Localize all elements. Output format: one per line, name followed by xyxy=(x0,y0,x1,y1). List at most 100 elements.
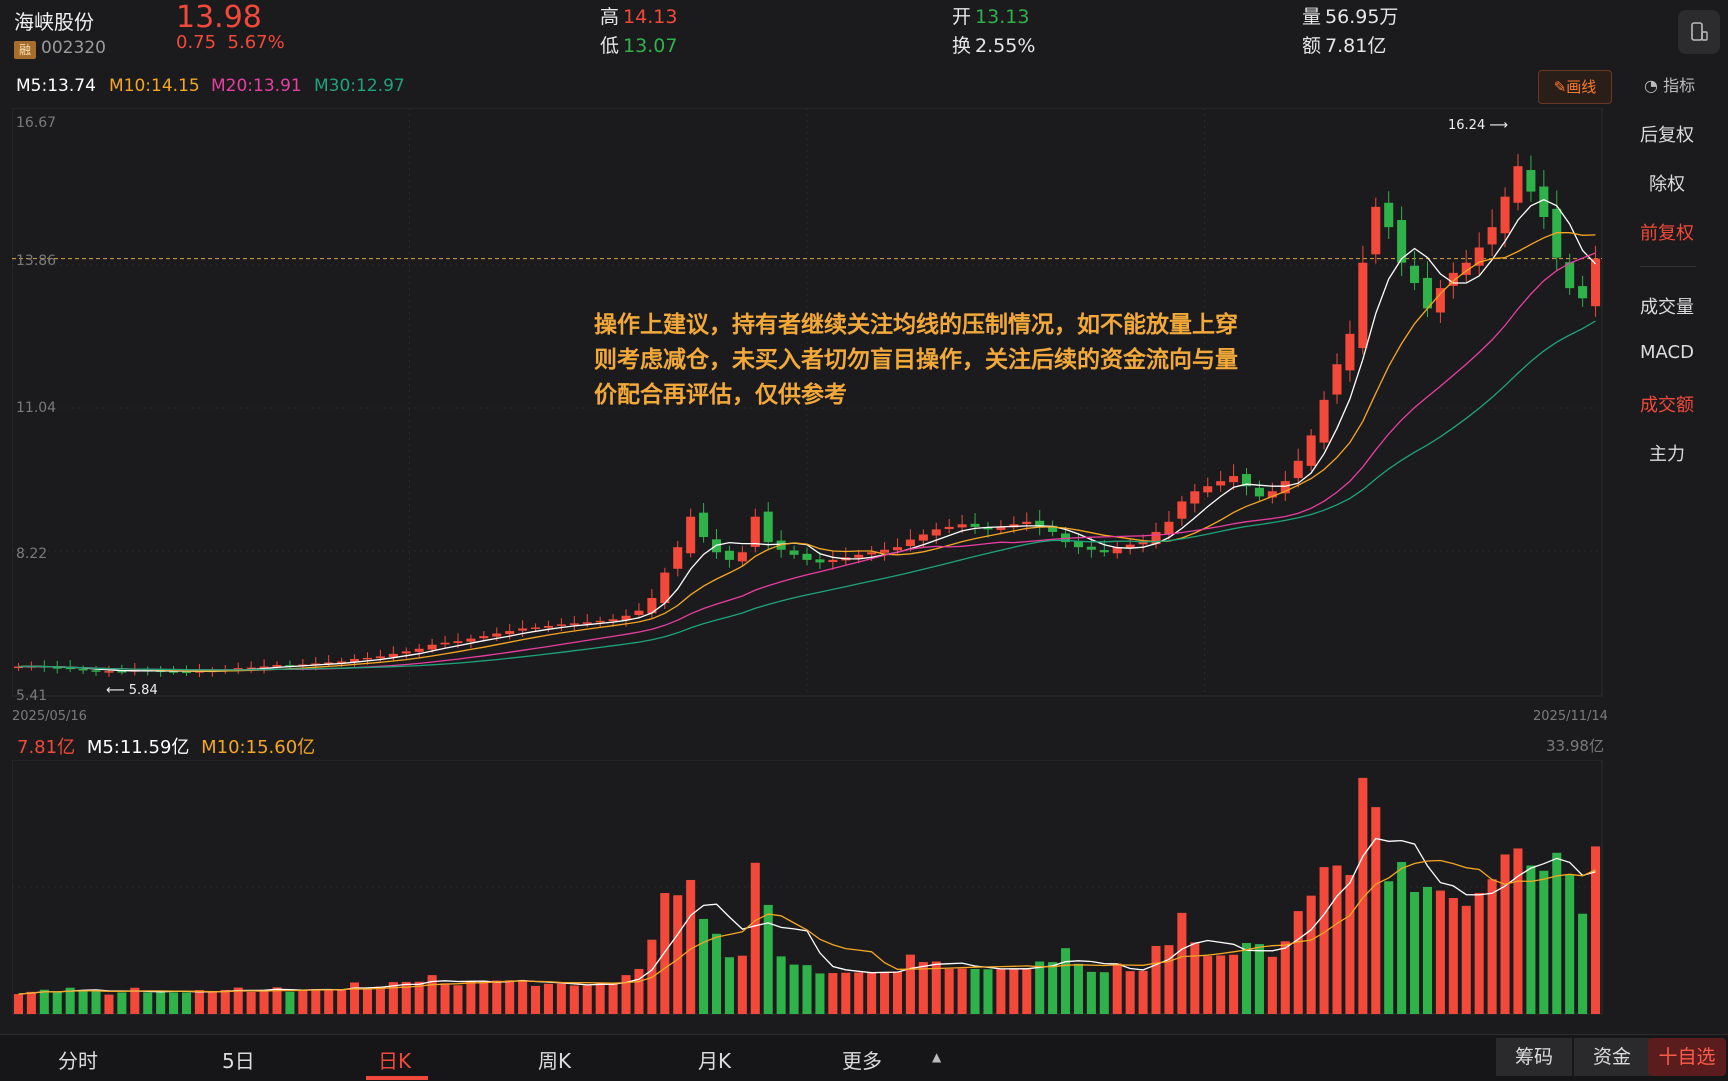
price-change: 0.75 5.67% xyxy=(176,32,285,53)
volume-bar xyxy=(1280,941,1290,1014)
volume-bar xyxy=(143,992,153,1014)
turnover-label: 换 xyxy=(952,35,972,57)
volume-bar xyxy=(26,991,36,1014)
candle-body xyxy=(1177,501,1187,519)
candle-body xyxy=(763,511,773,543)
add-watchlist-button[interactable]: 十自选 xyxy=(1648,1038,1726,1076)
volume-bar xyxy=(1177,912,1187,1014)
volume-bar xyxy=(479,980,489,1014)
volume-bar xyxy=(892,971,903,1014)
chips-button[interactable]: 筹码 xyxy=(1496,1038,1572,1076)
device-toggle-button[interactable] xyxy=(1678,10,1720,54)
candle-body xyxy=(1332,364,1342,395)
candle-body xyxy=(970,523,980,527)
volume-bar xyxy=(39,989,49,1014)
candle-body xyxy=(892,547,903,551)
candle-body xyxy=(1138,542,1148,545)
candle-body xyxy=(362,657,373,660)
tab-daily-k[interactable]: 日K xyxy=(378,1049,412,1073)
caret-up-icon[interactable]: ▲ xyxy=(932,1050,942,1064)
candle-body xyxy=(1151,531,1161,545)
candle-body xyxy=(699,512,709,538)
candle-body xyxy=(1022,521,1032,524)
menu-ex-rights[interactable]: 除权 xyxy=(1649,174,1685,195)
min-price-value: 5.84 xyxy=(128,683,158,698)
candle-body xyxy=(1578,286,1588,299)
menu-volume[interactable]: 成交量 xyxy=(1640,297,1694,318)
menu-post-adjusted[interactable]: 后复权 xyxy=(1640,125,1694,146)
volume-bar xyxy=(1448,898,1458,1014)
candle-body xyxy=(1229,476,1239,483)
volume-bar xyxy=(983,969,993,1014)
volume-bar xyxy=(1125,971,1135,1014)
volume-bar xyxy=(1035,961,1045,1014)
volume-bar xyxy=(156,992,166,1014)
volume-stat: 量 56.95万 xyxy=(1302,2,1398,29)
volume-ma10-line xyxy=(18,859,1596,995)
high-value: 14.13 xyxy=(623,6,678,28)
volume-bar xyxy=(1022,968,1032,1014)
candle-body xyxy=(1086,546,1096,550)
indicator-label: 指标 xyxy=(1663,76,1696,95)
tab-5day[interactable]: 5日 xyxy=(222,1049,255,1073)
volume-bar xyxy=(737,955,747,1014)
volume-bar xyxy=(867,972,877,1014)
candle-body xyxy=(401,651,411,654)
volume-bar xyxy=(1138,970,1148,1014)
chart-frame xyxy=(12,108,1603,697)
open-value: 13.13 xyxy=(975,6,1030,28)
ma5-legend: M5:13.74 xyxy=(16,76,96,96)
volume-bar xyxy=(1306,895,1316,1014)
amount-label: 额 xyxy=(1302,35,1322,57)
tab-intraday[interactable]: 分时 xyxy=(58,1049,98,1073)
high-stat: 高 14.13 xyxy=(600,2,677,29)
volume-bar xyxy=(880,971,890,1014)
candle-body xyxy=(582,622,592,624)
candlestick-chart[interactable] xyxy=(12,108,1612,708)
menu-macd[interactable]: MACD xyxy=(1640,342,1694,363)
volume-bar xyxy=(1319,867,1329,1014)
volume-bar xyxy=(763,904,773,1014)
max-price-value: 16.24 xyxy=(1448,118,1486,133)
candle-body xyxy=(350,658,360,662)
candle-body xyxy=(543,625,553,628)
bottom-tab-bar xyxy=(0,1034,1728,1081)
menu-pre-adjusted[interactable]: 前复权 xyxy=(1640,223,1694,244)
volume-bar xyxy=(324,989,334,1014)
candle-body xyxy=(1254,487,1264,497)
ma30-line xyxy=(18,320,1596,671)
volume-bar xyxy=(944,968,954,1014)
volume-bar xyxy=(1293,911,1303,1014)
y-tick-label: 13.86 xyxy=(16,253,57,269)
volume-bar xyxy=(1241,943,1252,1014)
candle-body xyxy=(324,662,334,665)
candle-body xyxy=(647,597,657,614)
volume-chart[interactable] xyxy=(12,760,1612,1026)
volume-bar xyxy=(1526,865,1536,1014)
candle-body xyxy=(569,623,579,625)
candle-body xyxy=(1073,541,1083,548)
volume-bar xyxy=(1164,945,1174,1014)
indicator-button[interactable]: ◔ 指标 xyxy=(1644,72,1695,96)
draw-line-button[interactable]: ✎画线 xyxy=(1538,70,1612,104)
x-end-date: 2025/11/14 xyxy=(1533,709,1608,724)
candle-body xyxy=(117,671,127,673)
volume-bar xyxy=(1371,807,1381,1014)
tab-more[interactable]: 更多 xyxy=(842,1045,882,1074)
funds-button[interactable]: 资金 xyxy=(1574,1038,1650,1076)
volume-bar xyxy=(1410,892,1420,1014)
volume-bar xyxy=(440,983,450,1014)
menu-main-force[interactable]: 主力 xyxy=(1649,444,1685,465)
volume-bar xyxy=(65,987,75,1014)
volume-ma5-line xyxy=(18,837,1596,995)
tab-monthly-k[interactable]: 月K xyxy=(698,1049,732,1073)
candle-body xyxy=(414,648,424,652)
volume-bar xyxy=(91,990,101,1014)
candle-body xyxy=(1280,481,1290,494)
volume-bar xyxy=(918,962,928,1014)
menu-turnover-amount[interactable]: 成交额 xyxy=(1640,395,1694,416)
tab-weekly-k[interactable]: 周K xyxy=(538,1049,572,1073)
volume-bar xyxy=(1474,892,1484,1014)
volume-bar xyxy=(1397,862,1407,1014)
amount-value: 7.81亿 xyxy=(1325,35,1387,57)
